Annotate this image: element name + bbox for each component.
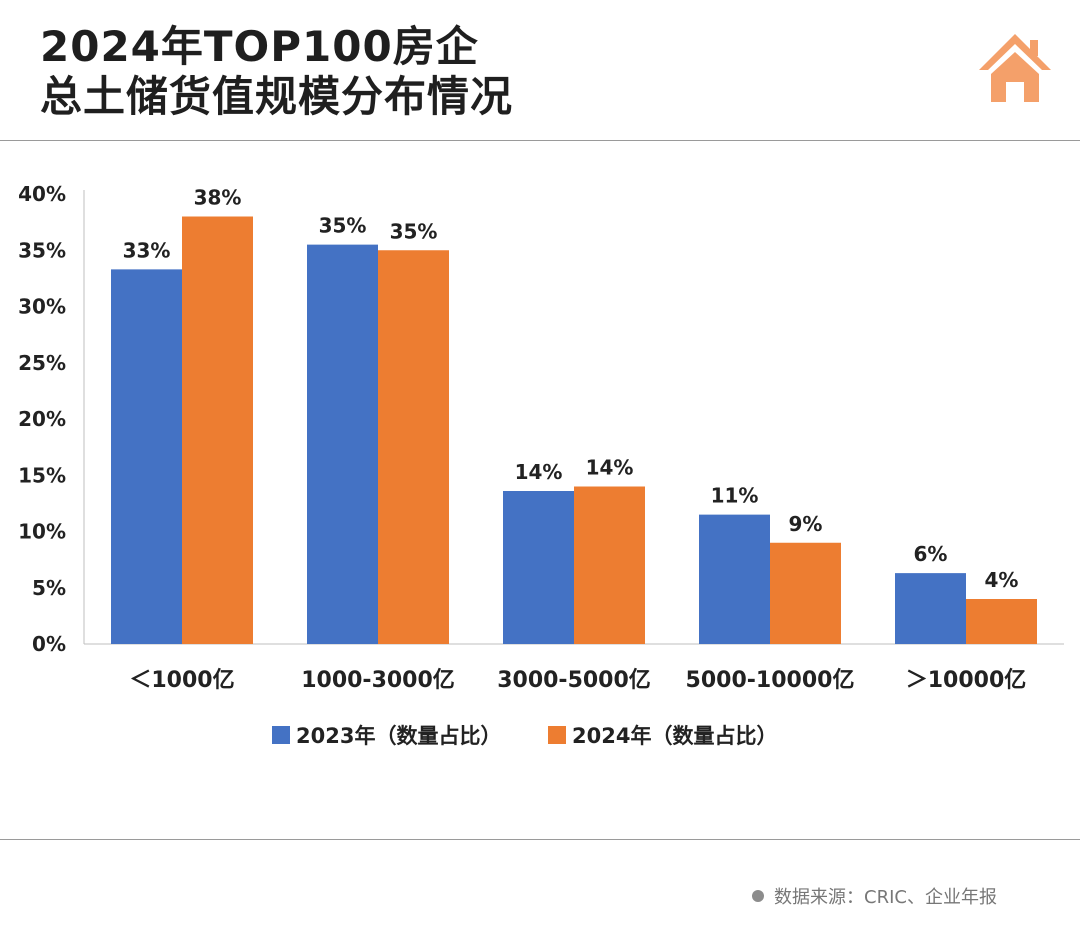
bar-2023 bbox=[307, 244, 378, 644]
data-label-2023: 33% bbox=[123, 238, 171, 262]
title-divider bbox=[0, 140, 1080, 141]
bar-2023 bbox=[699, 514, 770, 644]
source-text: 数据来源：CRIC、企业年报 bbox=[774, 887, 997, 908]
legend-label-2023: 2023年（数量占比） bbox=[296, 724, 501, 748]
data-label-2023: 14% bbox=[515, 460, 563, 484]
y-tick-label: 5% bbox=[32, 576, 66, 600]
data-label-2024: 35% bbox=[390, 219, 438, 243]
y-tick-label: 15% bbox=[18, 463, 66, 487]
y-tick-label: 10% bbox=[18, 520, 66, 544]
x-category-label: 3000-5000亿 bbox=[497, 668, 651, 693]
y-tick-label: 0% bbox=[32, 632, 66, 656]
bar-2023 bbox=[503, 491, 574, 644]
bar-2023 bbox=[895, 573, 966, 644]
y-tick-label: 35% bbox=[18, 238, 66, 262]
legend-label-2024: 2024年（数量占比） bbox=[572, 724, 777, 748]
y-tick-label: 25% bbox=[18, 351, 66, 375]
data-label-2024: 38% bbox=[194, 186, 242, 210]
y-tick-label: 30% bbox=[18, 295, 66, 319]
bar-2024 bbox=[770, 542, 841, 644]
bar-chart: 0% 5% 10% 15% 20% 25% 30% 35% 40% 33% 38% ＜1000亿 35%… bbox=[18, 182, 1064, 748]
bar-2024 bbox=[966, 599, 1037, 644]
bar-2024 bbox=[182, 216, 253, 644]
title-block: 2024年TOP100房企 总土储货值规模分布情况 bbox=[40, 22, 513, 122]
data-label-2024: 4% bbox=[985, 568, 1019, 592]
data-label-2023: 35% bbox=[319, 214, 367, 238]
y-tick-label: 40% bbox=[18, 182, 66, 206]
x-category-label: ＜1000亿 bbox=[129, 668, 234, 693]
footer-divider bbox=[0, 839, 1080, 840]
house-icon bbox=[979, 34, 1051, 102]
x-category-label: ＞10000亿 bbox=[906, 668, 1027, 693]
bullet-dot bbox=[752, 890, 764, 902]
source-note: 数据来源：CRIC、企业年报 bbox=[752, 883, 997, 909]
page-title-line-2: 总土储货值规模分布情况 bbox=[40, 72, 514, 121]
data-label-2023: 6% bbox=[914, 542, 948, 566]
bar-2024 bbox=[574, 486, 645, 644]
data-label-2024: 14% bbox=[586, 456, 634, 480]
data-label-2024: 9% bbox=[789, 512, 823, 536]
bar-2024 bbox=[378, 250, 449, 644]
y-tick-label: 20% bbox=[18, 407, 66, 431]
legend-swatch-2023 bbox=[272, 726, 290, 744]
page-title-line-1: 2024年TOP100房企 bbox=[40, 22, 479, 71]
x-category-label: 5000-10000亿 bbox=[686, 668, 855, 693]
legend-swatch-2024 bbox=[548, 726, 566, 744]
x-category-label: 1000-3000亿 bbox=[301, 668, 455, 693]
data-label-2023: 11% bbox=[711, 484, 759, 508]
bar-2023 bbox=[111, 269, 182, 644]
